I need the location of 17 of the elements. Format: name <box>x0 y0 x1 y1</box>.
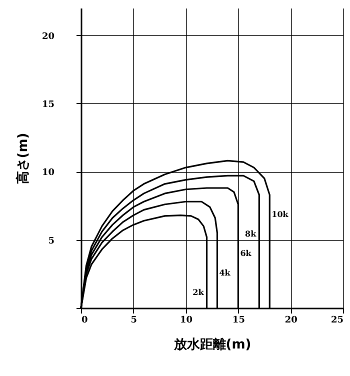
x-tick-label: 25 <box>330 316 344 326</box>
series-label: 2k <box>192 287 204 297</box>
y-tick-label: 5 <box>48 236 54 246</box>
x-tick-label: 10 <box>180 316 193 326</box>
series-label: 8k <box>245 228 257 238</box>
x-tick-label: 5 <box>130 316 138 326</box>
x-tick-label: 20 <box>284 316 298 326</box>
x-tick-label: 0 <box>82 316 88 326</box>
x-axis-title: 放水距離(m) <box>172 338 252 352</box>
series-label: 6k <box>240 248 252 258</box>
y-tick-label: 15 <box>42 100 54 110</box>
series-label: 10k <box>272 209 289 219</box>
series-label: 4k <box>219 268 231 278</box>
y-tick-label: 20 <box>42 32 54 42</box>
y-tick-label: 10 <box>42 168 54 178</box>
x-tick-label: 15 <box>232 316 245 326</box>
y-axis-title: 高さ(m) <box>14 132 31 184</box>
